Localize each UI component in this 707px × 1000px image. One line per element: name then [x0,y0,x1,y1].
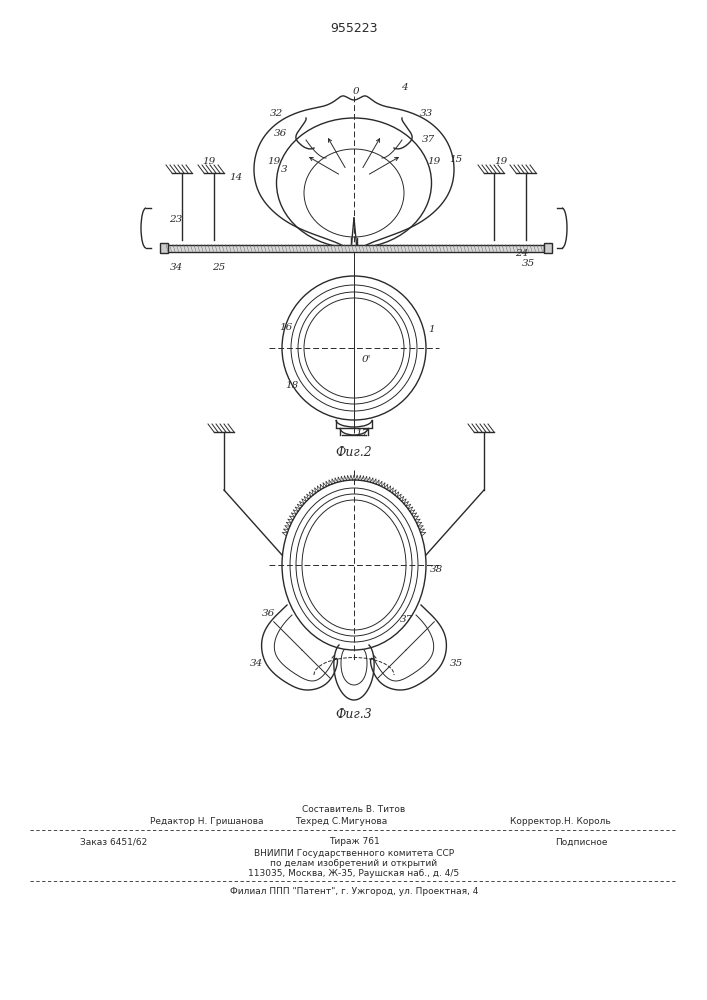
Text: 113035, Москва, Ж-35, Раушская наб., д. 4/5: 113035, Москва, Ж-35, Раушская наб., д. … [248,868,460,878]
Text: 36: 36 [262,608,276,617]
Text: 24: 24 [515,248,529,257]
Text: Фиг.2: Фиг.2 [336,446,373,460]
Text: 0: 0 [353,87,359,96]
Text: Составитель В. Титов: Составитель В. Титов [303,806,406,814]
Text: 14: 14 [229,174,243,182]
Text: Техред С.Мигунова: Техред С.Мигунова [295,818,387,826]
Text: 17: 17 [356,428,368,438]
Text: 19: 19 [202,156,216,165]
Text: 18: 18 [286,381,298,390]
Text: 33: 33 [419,108,433,117]
Bar [544,243,552,253]
Text: 955223: 955223 [330,21,378,34]
Text: Корректор.Н. Король: Корректор.Н. Король [510,818,611,826]
Text: 36: 36 [274,128,288,137]
Text: 19: 19 [494,156,508,165]
Text: Редактор Н. Гришанова: Редактор Н. Гришанова [150,818,264,826]
Text: 19: 19 [267,156,281,165]
Text: 34: 34 [250,658,262,668]
Text: Филиал ППП "Патент", г. Ужгород, ул. Проектная, 4: Филиал ППП "Патент", г. Ужгород, ул. Про… [230,888,478,896]
Text: 23: 23 [170,216,182,225]
Bar [160,243,168,253]
Text: ВНИИПИ Государственного комитета ССР: ВНИИПИ Государственного комитета ССР [254,848,454,857]
Text: 38: 38 [429,566,443,574]
Text: 37: 37 [399,615,413,624]
Text: 1: 1 [428,326,436,334]
Text: 15: 15 [450,155,462,164]
Text: 35: 35 [522,258,536,267]
Text: 35: 35 [450,658,462,668]
Text: Тираж 761: Тираж 761 [329,838,380,846]
Text: 19: 19 [427,156,440,165]
Text: 3: 3 [281,165,287,174]
Text: Фиг.3: Фиг.3 [336,708,373,722]
Text: 34: 34 [170,263,182,272]
Text: 25: 25 [212,263,226,272]
Text: 37: 37 [421,135,435,144]
Text: 32: 32 [269,108,283,117]
Text: 4: 4 [401,84,407,93]
Text: 16: 16 [279,324,293,332]
Bar [164,244,544,251]
Text: 0': 0' [361,356,370,364]
Text: Подписное: Подписное [555,838,607,846]
Text: Заказ 6451/62: Заказ 6451/62 [80,838,147,846]
Text: по делам изобретений и открытий: по делам изобретений и открытий [271,858,438,867]
